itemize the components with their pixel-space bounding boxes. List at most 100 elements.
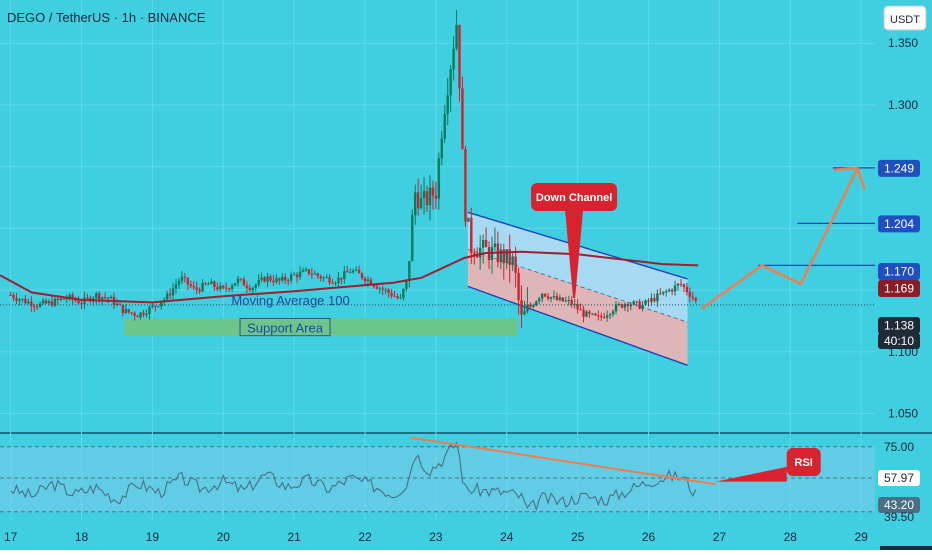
- candle-body: [484, 239, 488, 248]
- candle-body: [59, 298, 63, 300]
- candle-body: [50, 301, 54, 306]
- candle-body: [470, 217, 473, 253]
- candle-body: [86, 297, 89, 299]
- candle-body: [582, 309, 585, 317]
- support-area-label-box: [239, 317, 331, 337]
- candle-body: [38, 303, 42, 307]
- candle-body: [419, 198, 423, 209]
- candle-body: [440, 138, 443, 159]
- rsi-callout-box: [786, 448, 821, 476]
- currency-button-label: USDT: [890, 14, 920, 26]
- candle-body: [608, 314, 612, 316]
- candle-body: [210, 281, 213, 284]
- candle-body: [378, 288, 381, 290]
- candles-group: [9, 9, 697, 328]
- x-tick-label-20: 20: [217, 530, 231, 544]
- candle-body: [573, 304, 576, 306]
- candle-body: [68, 294, 71, 299]
- rsi-tick-lower: 39.50: [884, 510, 914, 524]
- candle-body: [387, 289, 390, 293]
- candle-body: [464, 149, 467, 222]
- candle-body: [467, 217, 470, 222]
- badge-ma-text: 1.169: [884, 282, 914, 296]
- rsi-pane-background: [0, 434, 875, 520]
- badge-level2-text: 1.204: [884, 217, 914, 231]
- main-pane-background: [0, 0, 875, 432]
- candle-body: [272, 280, 275, 283]
- candle-body: [130, 312, 133, 314]
- rsi-badge-current-text: 43.20: [884, 498, 914, 512]
- candle-body: [656, 293, 659, 302]
- candle-body: [213, 281, 216, 288]
- candle-body: [236, 278, 240, 284]
- candle-body: [632, 301, 635, 305]
- candle-body: [679, 283, 683, 285]
- badge-ma-box: [878, 280, 920, 297]
- candle-body: [331, 282, 334, 284]
- candle-body: [408, 260, 411, 280]
- badge-last-box: [878, 317, 920, 334]
- candle-body: [245, 285, 249, 288]
- candle-body: [685, 287, 689, 293]
- candle-body: [118, 303, 122, 305]
- candle-body: [319, 275, 322, 279]
- candle-body: [455, 24, 458, 49]
- x-tick-label-27: 27: [713, 530, 727, 544]
- candle-body: [354, 269, 358, 271]
- candle-body: [381, 288, 384, 290]
- rsi-badge-mid-text: 57.97: [884, 471, 914, 485]
- candle-body: [18, 299, 21, 301]
- candle-body: [287, 280, 290, 282]
- candle-body: [216, 287, 219, 290]
- candle-body: [186, 277, 190, 285]
- candle-body: [446, 95, 449, 115]
- candle-body: [431, 187, 435, 196]
- candle-body: [676, 283, 680, 286]
- time-scale-scrollbar[interactable]: [880, 546, 932, 550]
- candle-body: [139, 312, 142, 318]
- candle-body: [405, 279, 408, 289]
- moving-average-100-line: [0, 250, 699, 304]
- x-tick-label-23: 23: [429, 530, 443, 544]
- candle-body: [12, 295, 15, 299]
- candle-body: [307, 269, 311, 274]
- candle-body: [662, 291, 665, 294]
- x-tick-label-25: 25: [571, 530, 585, 544]
- candle-body: [204, 283, 207, 285]
- y-tick-label-4: 1.050: [888, 406, 918, 420]
- time-axis-background: [0, 520, 875, 550]
- candle-body: [375, 286, 379, 289]
- candle-body: [694, 298, 697, 301]
- x-tick-label-18: 18: [75, 530, 89, 544]
- candle-body: [443, 114, 446, 139]
- candle-body: [647, 300, 650, 302]
- down-channel-lower-line: [467, 285, 688, 366]
- candle-body: [36, 306, 39, 308]
- x-tick-label-17: 17: [4, 530, 18, 544]
- rsi-tick-upper: 75.00: [884, 440, 914, 454]
- candle-body: [109, 296, 113, 299]
- currency-button[interactable]: [883, 5, 927, 31]
- candle-body: [478, 247, 482, 258]
- candle-body: [136, 315, 139, 318]
- candle-body: [337, 277, 340, 284]
- candle-body: [198, 289, 201, 292]
- candle-body: [340, 277, 343, 280]
- x-tick-label-22: 22: [358, 530, 372, 544]
- candle-body: [292, 274, 296, 276]
- candle-body: [239, 278, 243, 280]
- candle-body: [673, 285, 677, 292]
- candle-body: [422, 191, 426, 199]
- x-tick-label-19: 19: [146, 530, 160, 544]
- down-channel-callout-pointer: [565, 210, 584, 298]
- candle-body: [682, 284, 686, 288]
- candle-body: [192, 286, 195, 288]
- rsi-callout-text: RSI: [795, 457, 813, 469]
- candle-body: [177, 280, 181, 285]
- candle-body: [33, 306, 36, 308]
- down-channel-callout: Down Channel: [531, 183, 618, 298]
- candle-body: [461, 88, 464, 150]
- candle-body: [452, 48, 455, 70]
- candle-body: [222, 285, 225, 288]
